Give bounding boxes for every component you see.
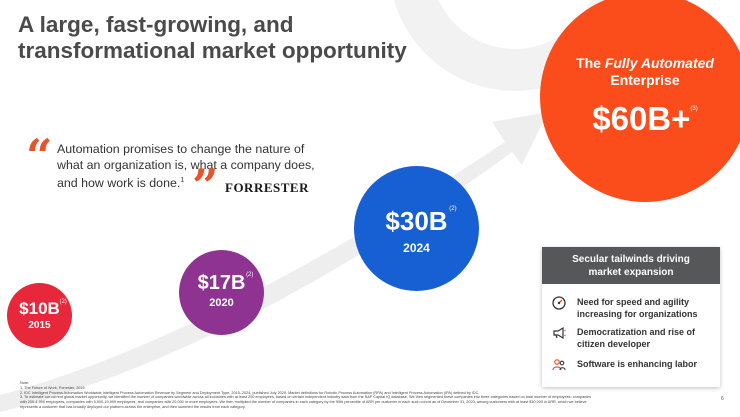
enterprise-value: $60B+(3): [540, 100, 740, 138]
title-line-2: transformational market opportunity: [18, 38, 407, 63]
tailwinds-header: Secular tailwinds driving market expansi…: [542, 247, 720, 284]
enterprise-title: The Fully Automated Enterprise: [540, 55, 740, 89]
market-note: (2): [246, 272, 254, 278]
forrester-logo: FORRESTER: [225, 180, 309, 195]
enterprise-note: (3): [690, 106, 698, 112]
enterprise-value-text: $60B+: [592, 100, 691, 137]
close-quote-icon: ”: [192, 159, 219, 213]
megaphone-icon: [553, 326, 566, 340]
market-year: 2024: [403, 241, 430, 255]
quote-text: Automation promises to change the nature…: [57, 142, 357, 192]
market-value-text: $17B: [197, 272, 246, 294]
note-1: 1. The Future of Work, Forrester, 2019: [20, 385, 85, 390]
title-line-1: A large, fast-growing, and: [18, 12, 294, 37]
quote-footnote: 1: [180, 177, 185, 184]
tailwind-line-1: Software is enhancing labor: [577, 359, 698, 369]
note-3: 3. To estimate our current global market…: [20, 395, 592, 400]
note-3-continued: with 200-4,999 employees, companies with…: [20, 400, 587, 405]
note-2: 2. IDC Intelligent Process Automation Wo…: [20, 390, 480, 395]
market-value: $10B (2): [19, 299, 67, 319]
tailwinds-panel: Secular tailwinds driving market expansi…: [542, 247, 720, 387]
quote-line-3: and how work is done.1: [57, 173, 357, 192]
market-year: 2020: [209, 297, 234, 309]
quote-line-3-text: and how work is done.: [57, 176, 181, 191]
page-title: A large, fast-growing, and transformatio…: [18, 12, 438, 64]
market-circle-2015: $10B (2) 2015: [7, 283, 72, 348]
tailwinds-header-line-2: market expansion: [588, 267, 674, 278]
open-quote-icon: “: [26, 129, 53, 183]
quote-line-2: what an organization is, what a company …: [57, 157, 315, 172]
tailwind-line-2: citizen developer: [577, 339, 651, 349]
tailwind-line-1: Need for speed and agility: [577, 297, 690, 307]
note-3-end: represents a customer that has broadly d…: [20, 404, 246, 409]
market-value: $17B (2): [197, 272, 254, 295]
enterprise-emphasis: Fully Automated: [604, 55, 714, 71]
market-note: (2): [59, 299, 67, 305]
speedometer-icon: [552, 296, 566, 310]
growth-arrow: [0, 112, 548, 412]
notes-heading: Note:: [20, 381, 30, 385]
enterprise-circle: The Fully Automated Enterprise $60B+(3): [540, 0, 740, 202]
market-value-text: $30B: [385, 206, 448, 236]
market-value: $30B (2): [385, 206, 456, 237]
market-value-text: $10B: [19, 299, 60, 318]
page-number: 6: [721, 396, 724, 402]
background-ring: [393, 0, 637, 91]
market-circle-2024: $30B (2) 2024: [354, 166, 479, 291]
enterprise-prefix: The: [576, 55, 601, 71]
quote-line-1: Automation promises to change the nature…: [57, 142, 305, 156]
market-year: 2015: [28, 320, 51, 331]
tailwinds-header-line-1: Secular tailwinds driving: [572, 254, 690, 265]
footnotes: Note: 1. The Future of Work, Forrester, …: [20, 381, 700, 410]
tailwind-line-2: increasing for organizations: [577, 309, 698, 319]
tailwind-line-1: Democratization and rise of: [577, 327, 696, 337]
people-icon: [552, 359, 566, 371]
enterprise-suffix: Enterprise: [610, 72, 680, 88]
market-note: (2): [449, 206, 457, 212]
market-circle-2020: $17B (2) 2020: [179, 250, 264, 335]
